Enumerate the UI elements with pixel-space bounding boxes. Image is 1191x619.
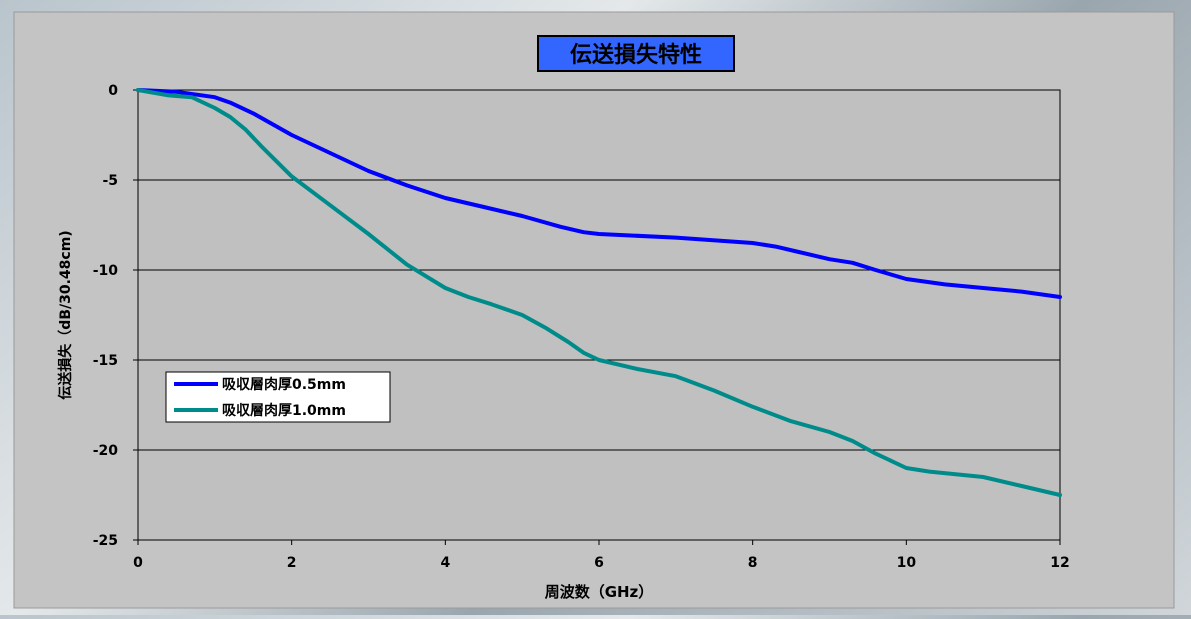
series-lines xyxy=(136,88,1062,497)
y-tick-label: -15 xyxy=(93,353,118,369)
legend: 吸収層肉厚0.5mm 吸収層肉厚1.0mm xyxy=(165,371,391,423)
x-tick-label: 2 xyxy=(287,555,297,571)
x-tick-label: 8 xyxy=(748,555,758,571)
x-tick-label: 0 xyxy=(133,555,143,571)
series-line-2 xyxy=(136,88,1062,497)
y-tick-label: -10 xyxy=(93,263,119,279)
x-axis-ticks: 0 2 4 6 8 10 12 xyxy=(133,540,1070,571)
plot-area xyxy=(137,89,1061,541)
x-tick-label: 10 xyxy=(897,555,917,571)
series-line-1 xyxy=(136,88,1062,299)
x-tick-label: 6 xyxy=(594,555,604,571)
y-tick-label: -25 xyxy=(93,533,118,549)
chart-title: 伝送損失特性 xyxy=(570,42,702,68)
legend-box xyxy=(165,371,391,423)
legend-label-2: 吸収層肉厚1.0mm xyxy=(222,402,346,419)
y-axis-label: 伝送損失（dB/30.48cm) xyxy=(57,230,74,399)
y-tick-label: 0 xyxy=(108,83,118,99)
x-axis-label: 周波数（GHz） xyxy=(545,583,654,601)
x-tick-label: 12 xyxy=(1050,555,1069,571)
y-tick-label: -20 xyxy=(93,443,119,459)
legend-label-1: 吸収層肉厚0.5mm xyxy=(222,376,346,393)
y-axis-ticks: 0 -5 -10 -15 -20 -25 xyxy=(93,83,138,549)
x-tick-label: 4 xyxy=(440,555,450,571)
y-tick-label: -5 xyxy=(102,173,118,189)
title-box xyxy=(537,35,735,72)
